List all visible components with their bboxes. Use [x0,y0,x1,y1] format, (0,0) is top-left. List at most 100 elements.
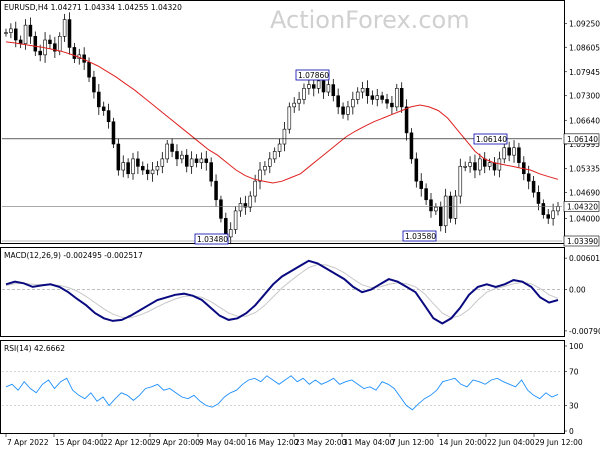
candle-body [526,173,531,182]
candle-body [258,169,262,182]
candle-body [429,199,433,212]
candle-body [458,166,463,197]
macd-panel-header: MACD(12,26,9) -0.002495 -0.002517 [4,251,143,260]
candle-body [194,158,199,163]
candle-body [365,88,370,97]
candle-body [53,43,57,52]
candle-body [101,106,106,111]
price-y-tick-label: 1.05995 [569,140,600,149]
candle-body [419,180,423,189]
candle-body [355,91,360,100]
price-axis-value-label: 1.06140 [567,135,598,144]
price-axis-value-label: 1.04320 [567,202,598,211]
candle-body [438,206,443,227]
candle-body [541,203,546,215]
price-annotation-label: 1.06140 [476,135,507,144]
candle-body [97,91,101,108]
candle-body [150,169,155,175]
candle-body [482,158,487,167]
candle-body [72,47,77,59]
moving-average-line [5,41,559,184]
candle-body [28,24,33,37]
price-panel-frame [0,0,565,244]
candle-body [531,180,536,193]
candle-body [370,95,375,100]
rsi-y-tick-label: 30 [569,402,579,411]
x-tick-label: 14 Jun 20:00 [439,438,487,447]
rsi-y-tick-label: 100 [569,342,584,351]
macd-y-tick-label: 0.006012 [569,254,600,263]
candle-body [228,229,233,238]
price-annotation-label: 1.07860 [298,71,329,80]
candle-body [336,95,340,108]
candle-body [292,102,296,108]
price-annotation-box [295,69,330,81]
candle-body [4,32,8,34]
candle-body [9,28,13,33]
x-tick-label: 15 Apr 04:00 [55,438,104,447]
candle-body [277,143,282,152]
candle-body [272,151,277,160]
candle-body [487,162,492,167]
candle-body [536,192,541,204]
x-tick-label: 31 May 04:00 [343,438,395,447]
candle-body [126,162,130,175]
price-annotation-box [402,230,437,242]
candle-body [351,99,355,108]
candle-body [18,39,23,45]
price-y-tick-label: 1.05335 [569,165,600,174]
macd-y-tick-label: 0.00 [569,286,586,295]
candle-body [375,95,380,100]
candle-body [414,158,419,182]
candle-body [219,199,223,219]
price-panel-header: EURUSD,H4 1.04271 1.04334 1.04255 1.0432… [4,3,182,12]
price-annotation-label: 1.03580 [405,232,436,241]
candle-body [512,147,516,156]
price-annotation-box [473,133,508,145]
candle-body [404,106,409,134]
candle-body [233,210,238,230]
axis-layer: 1.09250 1.08605 1.07945 1.07300 1.06640 1.059… [5,19,600,447]
candle-body [87,61,91,78]
x-tick-label: 9 May 04:00 [199,438,246,447]
candle-body [287,106,292,130]
candle-body [453,195,458,219]
candle-body [380,95,384,100]
candle-body [106,110,111,123]
candle-body [502,147,507,160]
candle-body [546,214,550,219]
macd-layer [2,259,562,325]
candle-body [62,19,67,37]
macd-line [5,259,559,325]
candle-body [204,158,209,163]
candle-body [38,50,42,56]
candle-body [214,180,218,201]
candle-body [253,180,257,197]
candle-body [116,143,121,171]
candle-body [478,158,482,171]
x-tick-label: 22 Apr 12:00 [103,438,152,447]
macd-y-tick-label: -0.007907 [569,327,600,336]
candle-body [492,162,497,171]
macd-panel-frame [0,247,565,337]
rsi-y-tick-label: 70 [569,368,579,377]
rsi-panel-header: RSI(14) 42.6662 [4,344,65,353]
candle-body [399,88,404,108]
candle-body [341,106,345,115]
price-annotation-label: 1.03480 [197,235,228,244]
x-tick-label: 22 Jun 04:00 [487,438,535,447]
candle-body [160,158,165,167]
rsi-panel-frame [0,340,565,434]
candle-body [180,154,184,160]
price-layer: 1.07860 1.06140 1.03480 1.03580 [2,12,562,245]
candle-body [473,162,477,171]
x-tick-label: 7 Apr 2022 [7,438,49,447]
candle-body [463,166,467,168]
candle-body [131,158,135,175]
candle-body [302,88,306,100]
candle-body [311,84,316,89]
candle-body [136,158,140,167]
candle-body [111,121,116,145]
x-tick-label: 29 Jun 12:00 [535,438,583,447]
candle-body [424,188,428,201]
